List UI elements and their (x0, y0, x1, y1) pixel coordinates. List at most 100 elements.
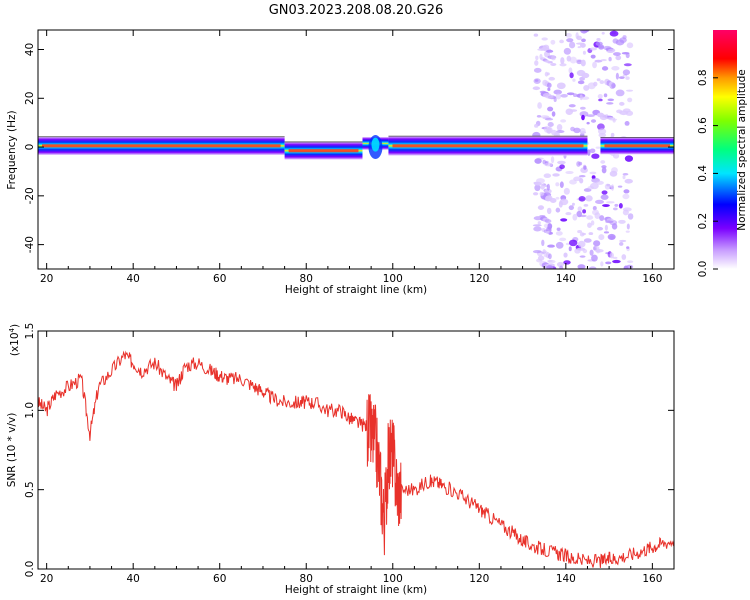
noise-speckle (537, 102, 542, 109)
noise-speckle (586, 114, 595, 118)
snr-x-tick-label: 160 (642, 573, 662, 585)
noise-speckle (594, 249, 604, 253)
spectrogram-x-tick-label: 140 (556, 273, 576, 285)
noise-speckle (559, 39, 564, 44)
noise-speckle (578, 174, 586, 178)
noise-speckle (619, 101, 625, 106)
noise-speckle (533, 33, 539, 37)
noise-speckle (548, 232, 552, 236)
noise-speckle (555, 207, 561, 213)
colorbar-label: Normalized spectral amplitude (736, 69, 748, 230)
noise-speckle (590, 119, 597, 123)
noise-speckle (618, 76, 625, 80)
noise-speckle (560, 119, 567, 123)
noise-speckle (546, 49, 554, 53)
spectrogram-frame (37, 29, 675, 270)
colorbar-tick-label: 0.4 (697, 165, 709, 182)
snr-y-tick-label: 1.0 (24, 402, 36, 419)
noise-speckle (615, 89, 625, 97)
spectrogram-x-tick-label: 160 (642, 273, 662, 285)
noise-speckle (588, 266, 597, 269)
noise-speckle (541, 37, 548, 41)
noise-speckle (534, 79, 539, 82)
noise-speckle (555, 182, 560, 187)
noise-speckle (622, 193, 630, 200)
noise-speckle (544, 162, 553, 167)
noise-speckle (569, 109, 578, 112)
noise-speckle (619, 239, 627, 243)
noise-speckle (577, 229, 583, 234)
noise-speckle (591, 254, 598, 262)
noise-speckle (579, 111, 589, 117)
noise-speckle (539, 90, 547, 94)
noise-speckle (547, 259, 556, 264)
noise-speckle (593, 81, 598, 87)
noise-speckle (623, 63, 632, 67)
noise-speckle (593, 240, 601, 247)
noise-speckle (559, 164, 565, 170)
noise-speckle (571, 202, 575, 206)
noise-speckle (565, 33, 572, 38)
noise-speckle (577, 240, 586, 248)
noise-speckle (559, 265, 564, 269)
noise-speckle (604, 183, 611, 190)
ridge-core (288, 149, 359, 153)
noise-speckle (609, 252, 614, 259)
noise-speckle (569, 56, 577, 64)
noise-speckle (563, 260, 571, 265)
noise-speckle (580, 106, 586, 110)
noise-speckle (560, 57, 565, 65)
noise-speckle (547, 121, 554, 128)
snr-x-tick-label: 100 (383, 573, 403, 585)
noise-speckle (568, 205, 575, 211)
noise-speckle (569, 72, 574, 79)
ridge-core (604, 144, 670, 148)
noise-speckle (608, 56, 612, 62)
noise-speckle (578, 196, 586, 202)
noise-speckle (589, 171, 597, 175)
colorbar-tick-label: 0.6 (697, 117, 709, 134)
noise-speckle (602, 204, 610, 207)
noise-speckle (573, 127, 581, 134)
snr-x-tick-label: 20 (40, 573, 53, 585)
spectrogram-y-tick-label: 40 (24, 43, 36, 56)
noise-speckle (595, 180, 604, 185)
noise-speckle (534, 158, 542, 164)
noise-speckle (589, 249, 594, 256)
noise-speckle (566, 38, 574, 43)
noise-speckle (560, 218, 568, 222)
noise-speckle (623, 189, 630, 194)
noise-speckle (601, 190, 608, 195)
noise-speckle (534, 60, 539, 66)
noise-speckle (556, 261, 565, 268)
chart-title: GN03.2023.208.08.20.G26 (269, 3, 444, 18)
spectrogram-y-tick-label: -40 (24, 236, 36, 253)
noise-speckle (624, 121, 630, 126)
noise-speckle (537, 255, 545, 261)
noise-speckle (568, 239, 578, 247)
noise-speckle (548, 76, 556, 81)
spectrogram-y-tick-label: 0 (24, 144, 36, 151)
noise-speckle (622, 207, 632, 212)
noise-speckle (568, 104, 576, 108)
snr-scale-note: (x104) (8, 324, 21, 356)
noise-speckle (533, 226, 542, 232)
noise-speckle (556, 123, 563, 131)
noise-speckle (597, 94, 603, 99)
noise-speckle (565, 242, 570, 246)
noise-speckle (544, 219, 552, 224)
spectrogram-x-label: Height of straight line (km) (285, 284, 427, 296)
noise-speckle (596, 38, 601, 42)
colorbar-tick-label: 0.8 (697, 69, 709, 86)
noise-speckle (622, 175, 626, 180)
noise-speckle (547, 61, 552, 64)
noise-speckle (611, 66, 620, 71)
noise-speckle (596, 78, 601, 82)
noise-speckle (585, 195, 593, 202)
noise-speckle (625, 89, 634, 92)
noise-speckle (581, 72, 590, 79)
noise-speckle (600, 59, 607, 62)
noise-speckle (609, 170, 618, 177)
noise-speckle (553, 89, 562, 95)
noise-speckle (569, 179, 577, 185)
